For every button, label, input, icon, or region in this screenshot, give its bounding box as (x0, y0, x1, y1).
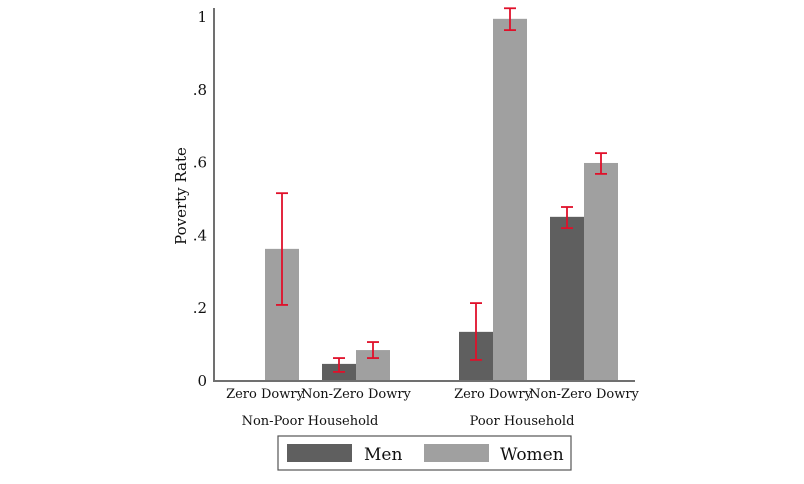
bar-women-3 (584, 162, 618, 381)
legend-swatch-women (424, 444, 489, 462)
group-labels: Non-Poor Household Poor Household (242, 414, 575, 429)
error-bar-men-2 (470, 302, 482, 361)
group-label: Non-Poor Household (242, 414, 379, 429)
error-bar-men-1 (333, 357, 345, 373)
bar-men-3 (550, 216, 584, 381)
axes (213, 8, 635, 382)
error-bars (276, 7, 607, 373)
error-bar-men-3 (561, 206, 573, 230)
group-label: Poor Household (470, 414, 575, 429)
bar-women-2 (493, 18, 527, 381)
y-axis-label: Poverty Rate (172, 147, 190, 245)
legend-label-men: Men (364, 445, 402, 465)
category-label: Zero Dowry (226, 387, 304, 402)
category-label: Zero Dowry (454, 387, 532, 402)
y-tick-label: .4 (193, 226, 207, 244)
legend: Men Women (277, 435, 572, 471)
y-tick-label: .2 (193, 299, 207, 317)
error-bar-women-1 (367, 341, 379, 359)
category-label: Non-Zero Dowry (301, 387, 411, 402)
y-tick-label: .6 (193, 154, 207, 172)
y-tick-label: 0 (197, 372, 207, 390)
legend-label-women: Women (500, 445, 564, 465)
y-tick-label: 1 (197, 8, 207, 26)
bars (265, 18, 618, 381)
legend-swatch-men (287, 444, 352, 462)
y-tick-labels: 0 .2 .4 .6 .8 1 (193, 8, 207, 390)
error-bar-women-3 (595, 152, 607, 175)
category-label: Non-Zero Dowry (529, 387, 639, 402)
y-tick-label: .8 (193, 81, 207, 99)
error-bar-women-2 (504, 7, 516, 32)
error-bar-women-0 (276, 192, 288, 306)
